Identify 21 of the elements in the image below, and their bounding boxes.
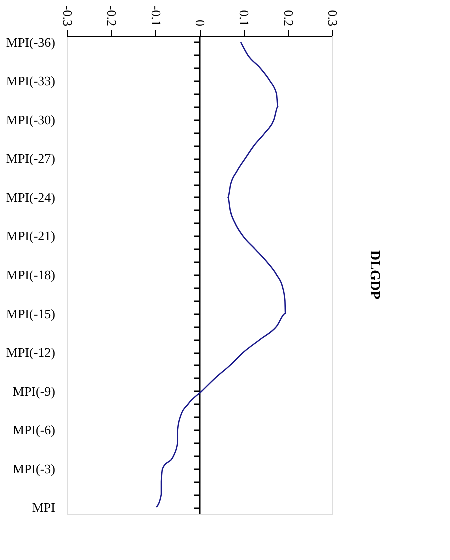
y-tick-label: MPI(-21) bbox=[6, 228, 56, 244]
x-tick-label: -0.2 bbox=[104, 6, 120, 26]
y-tick-label: MPI(-27) bbox=[6, 151, 56, 166]
y-tick-label: MPI(-12) bbox=[6, 345, 56, 360]
x-tick-label: 0.1 bbox=[237, 10, 252, 26]
y-tick-label: MPI(-36) bbox=[6, 34, 56, 50]
y-tick-label: MPI(-6) bbox=[12, 422, 56, 438]
y-tick-label: MPI bbox=[32, 500, 56, 516]
y-tick-label: MPI(-9) bbox=[12, 384, 56, 399]
y-tick-label: MPI(-33) bbox=[6, 74, 56, 89]
x-tick-label: 0.3 bbox=[326, 10, 340, 26]
y-tick-label: MPI(-3) bbox=[12, 461, 56, 476]
x-tick-label: 0 bbox=[193, 20, 208, 26]
text: DLGDP bbox=[367, 250, 382, 300]
y-tick-label: MPI(-30) bbox=[6, 112, 56, 128]
y-tick-label: MPI(-24) bbox=[6, 190, 56, 205]
x-tick-label: -0.3 bbox=[60, 6, 76, 26]
y-tick-label: MPI(-18) bbox=[6, 268, 56, 282]
x-tick-label: -0.1 bbox=[148, 6, 164, 26]
y-tick-label: MPI(-15) bbox=[6, 306, 56, 322]
x-tick-label: 0.2 bbox=[281, 10, 296, 26]
